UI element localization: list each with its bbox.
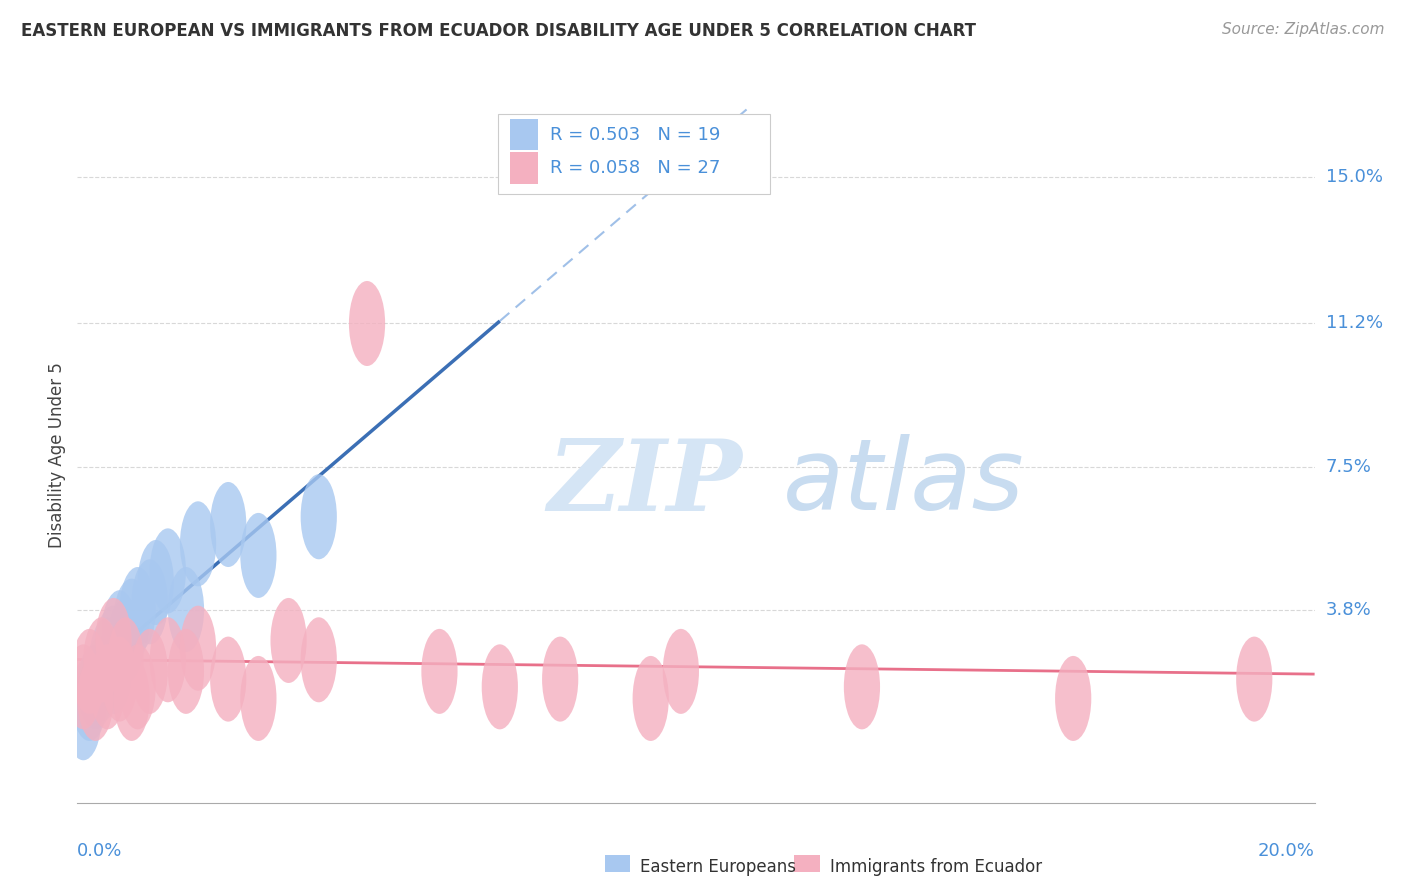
Ellipse shape: [114, 656, 150, 741]
Text: R = 0.503   N = 19: R = 0.503 N = 19: [550, 126, 720, 144]
Ellipse shape: [90, 644, 125, 730]
Ellipse shape: [120, 567, 156, 652]
Ellipse shape: [83, 617, 120, 702]
Ellipse shape: [72, 656, 107, 741]
Ellipse shape: [83, 637, 120, 722]
Ellipse shape: [180, 606, 217, 690]
Ellipse shape: [90, 617, 125, 702]
Text: 20.0%: 20.0%: [1258, 842, 1315, 860]
Text: EASTERN EUROPEAN VS IMMIGRANTS FROM ECUADOR DISABILITY AGE UNDER 5 CORRELATION C: EASTERN EUROPEAN VS IMMIGRANTS FROM ECUA…: [21, 22, 976, 40]
Ellipse shape: [1054, 656, 1091, 741]
Text: 3.8%: 3.8%: [1326, 600, 1371, 618]
Ellipse shape: [482, 644, 517, 730]
Ellipse shape: [96, 598, 132, 683]
Ellipse shape: [301, 617, 337, 702]
Ellipse shape: [150, 528, 186, 614]
Text: Immigrants from Ecuador: Immigrants from Ecuador: [830, 858, 1042, 876]
Ellipse shape: [543, 637, 578, 722]
Text: Source: ZipAtlas.com: Source: ZipAtlas.com: [1222, 22, 1385, 37]
Text: 11.2%: 11.2%: [1326, 315, 1384, 333]
Text: 7.5%: 7.5%: [1326, 458, 1372, 475]
Ellipse shape: [101, 637, 138, 722]
Ellipse shape: [167, 567, 204, 652]
Ellipse shape: [270, 598, 307, 683]
Text: ZIP: ZIP: [547, 434, 742, 531]
Ellipse shape: [209, 637, 246, 722]
Text: atlas: atlas: [783, 434, 1024, 532]
Ellipse shape: [132, 629, 167, 714]
Ellipse shape: [77, 644, 114, 730]
Ellipse shape: [662, 629, 699, 714]
FancyBboxPatch shape: [498, 114, 770, 194]
Ellipse shape: [167, 629, 204, 714]
Text: R = 0.058   N = 27: R = 0.058 N = 27: [550, 160, 720, 178]
Ellipse shape: [65, 644, 101, 730]
Text: Eastern Europeans: Eastern Europeans: [640, 858, 796, 876]
Ellipse shape: [114, 579, 150, 664]
Ellipse shape: [65, 675, 101, 760]
Ellipse shape: [107, 598, 143, 683]
Ellipse shape: [240, 513, 277, 598]
Ellipse shape: [101, 591, 138, 675]
Ellipse shape: [633, 656, 669, 741]
Ellipse shape: [301, 475, 337, 559]
Ellipse shape: [349, 281, 385, 366]
Text: 0.0%: 0.0%: [77, 842, 122, 860]
Ellipse shape: [844, 644, 880, 730]
Ellipse shape: [72, 629, 107, 714]
Y-axis label: Disability Age Under 5: Disability Age Under 5: [48, 362, 66, 548]
Ellipse shape: [209, 482, 246, 567]
Bar: [510, 119, 537, 150]
Ellipse shape: [1236, 637, 1272, 722]
Ellipse shape: [120, 644, 156, 730]
Text: 15.0%: 15.0%: [1326, 168, 1382, 186]
Bar: [510, 153, 537, 184]
Ellipse shape: [107, 617, 143, 702]
Ellipse shape: [150, 617, 186, 702]
Ellipse shape: [240, 656, 277, 741]
Ellipse shape: [77, 656, 114, 741]
Ellipse shape: [96, 629, 132, 714]
Ellipse shape: [96, 606, 132, 690]
Ellipse shape: [422, 629, 457, 714]
Ellipse shape: [138, 540, 174, 625]
Ellipse shape: [132, 559, 167, 644]
Ellipse shape: [180, 501, 217, 586]
